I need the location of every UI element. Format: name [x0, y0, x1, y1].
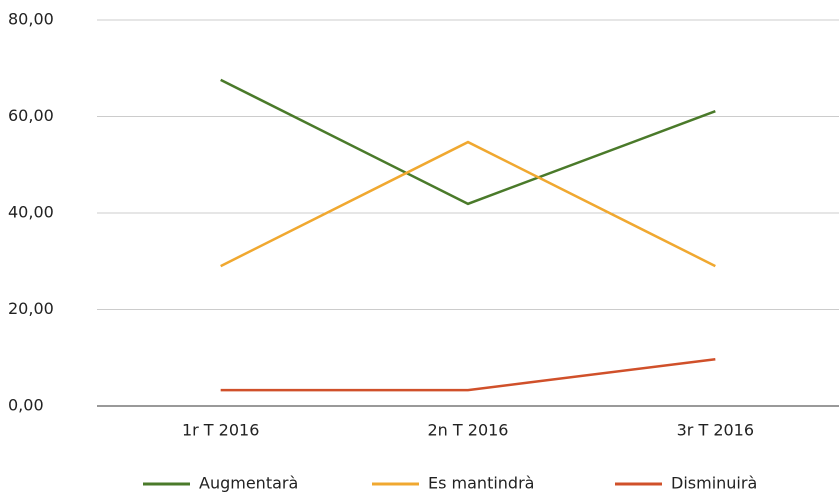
- y-tick-label: 0,00: [8, 396, 44, 415]
- y-tick-label: 40,00: [8, 203, 54, 222]
- y-tick-label: 80,00: [8, 10, 54, 29]
- x-tick-label: 3r T 2016: [677, 421, 754, 440]
- legend-label: Disminuirà: [671, 474, 757, 493]
- series-line: [220, 78, 716, 206]
- legend-label: Es mantindrà: [428, 474, 534, 493]
- series-line: [220, 357, 716, 392]
- series-line: [220, 140, 716, 268]
- y-tick-label: 20,00: [8, 299, 54, 318]
- x-tick-label: 2n T 2016: [428, 421, 509, 440]
- x-tick-label: 1r T 2016: [182, 421, 259, 440]
- legend-label: Augmentarà: [199, 474, 298, 493]
- y-tick-label: 60,00: [8, 106, 54, 125]
